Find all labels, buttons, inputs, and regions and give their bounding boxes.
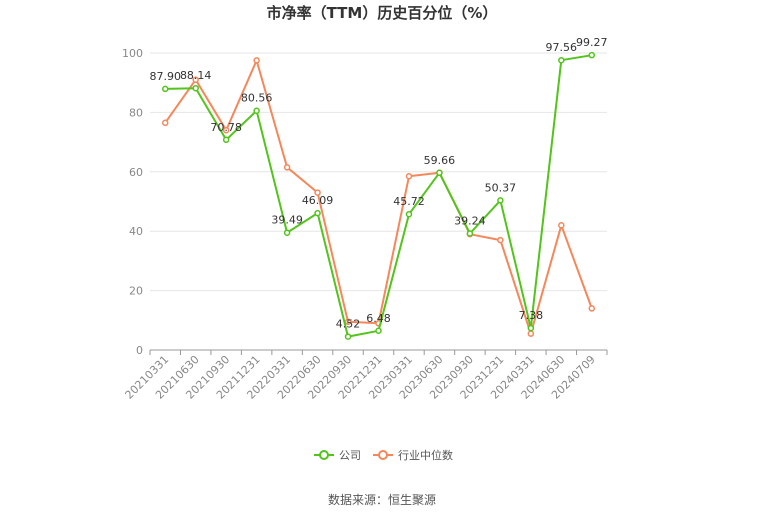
data-label: 70.78 — [210, 121, 242, 134]
y-tick-label: 0 — [136, 344, 143, 357]
data-label: 59.66 — [424, 154, 456, 167]
data-point[interactable] — [253, 57, 260, 64]
data-point[interactable] — [558, 222, 565, 229]
data-point[interactable] — [558, 56, 565, 64]
data-label: 88.14 — [180, 69, 212, 82]
data-point[interactable] — [527, 330, 535, 337]
data-point[interactable] — [283, 164, 291, 171]
data-point[interactable] — [588, 305, 596, 312]
y-tick-label: 60 — [129, 166, 143, 179]
data-point[interactable] — [192, 76, 199, 83]
legend-item[interactable]: 公司 — [314, 449, 361, 462]
data-label: 45.72 — [393, 195, 425, 208]
series-layer — [161, 51, 596, 340]
data-label: 4.52 — [336, 318, 361, 331]
data-label: 6.48 — [366, 312, 391, 325]
y-tick-label: 100 — [122, 47, 143, 60]
data-point[interactable] — [497, 197, 504, 204]
chart-title: 市净率（TTM）历史百分位（%） — [267, 4, 498, 22]
series-line — [164, 59, 593, 335]
legend-item[interactable]: 行业中位数 — [373, 448, 453, 462]
data-point[interactable] — [283, 229, 291, 236]
data-point[interactable] — [436, 169, 443, 177]
data-label: 50.37 — [485, 181, 517, 194]
source-note: 数据来源：恒生聚源 — [328, 492, 436, 507]
data-point[interactable] — [161, 119, 169, 127]
data-label: 97.56 — [546, 41, 578, 54]
legend-marker — [378, 450, 388, 460]
data-point[interactable] — [527, 324, 535, 332]
data-label: 39.49 — [271, 214, 303, 227]
legend-label: 行业中位数 — [398, 448, 453, 462]
y-tick-label: 40 — [129, 225, 143, 238]
data-point[interactable] — [466, 230, 474, 237]
y-tick-label: 80 — [129, 106, 143, 119]
data-point[interactable] — [222, 126, 230, 134]
data-point[interactable] — [405, 173, 413, 180]
grid — [150, 52, 607, 292]
data-point[interactable] — [405, 210, 413, 218]
data-point[interactable] — [344, 333, 352, 340]
legend[interactable]: 公司 行业中位数 — [314, 448, 453, 462]
data-label: 39.24 — [454, 214, 486, 227]
data-label: 80.56 — [241, 92, 273, 105]
data-point[interactable] — [588, 51, 596, 59]
legend-marker — [319, 450, 329, 460]
data-point[interactable] — [161, 85, 169, 93]
data-point[interactable] — [253, 107, 260, 114]
legend-label: 公司 — [339, 449, 361, 462]
series-line — [165, 54, 592, 338]
data-point[interactable] — [192, 84, 199, 92]
data-point[interactable] — [375, 327, 382, 335]
data-point[interactable] — [497, 236, 504, 244]
data-label: 46.09 — [302, 194, 334, 207]
y-tick-label: 20 — [129, 285, 143, 298]
data-point[interactable] — [222, 136, 230, 144]
axes: 0204060801002021033120210630202109302021… — [122, 47, 608, 402]
data-label: 99.27 — [576, 36, 608, 49]
data-point[interactable] — [314, 189, 321, 196]
data-label: 87.90 — [149, 70, 181, 83]
data-point[interactable] — [344, 318, 352, 326]
data-label: 7.38 — [519, 309, 544, 322]
data-point[interactable] — [314, 209, 321, 217]
